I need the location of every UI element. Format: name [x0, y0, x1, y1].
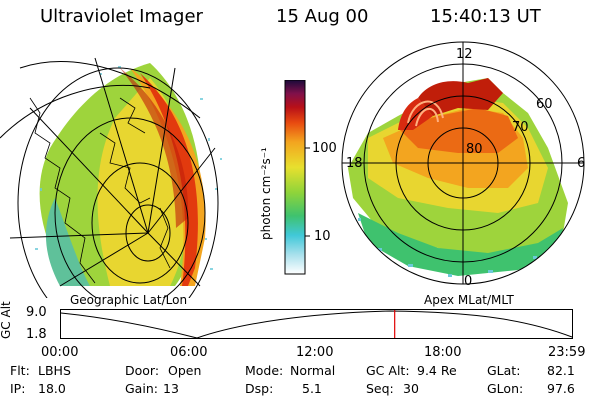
colorbar-unit-label: photon cm⁻²s⁻¹	[259, 147, 273, 240]
orbit-ytick-9: 9.0	[26, 305, 47, 320]
gc-alt-value: 9.4 Re	[417, 363, 457, 378]
apex-polar-image	[341, 41, 585, 285]
ip-label: IP:	[10, 381, 26, 396]
ip-value: 18.0	[38, 381, 66, 396]
mlt-label-0: 0	[464, 274, 473, 289]
seq-field: Seq: 30	[366, 381, 419, 396]
colorbar	[284, 80, 310, 275]
glat-value: 82.1	[547, 363, 575, 378]
door-label: Door:	[125, 363, 160, 378]
geographic-caption: Geographic Lat/Lon	[70, 293, 188, 307]
orbit-xtick-1200: 12:00	[296, 345, 334, 360]
door-field: Door: Open	[125, 363, 201, 378]
mlt-label-12: 12	[456, 47, 473, 62]
orbit-xtick-2359: 23:59	[548, 345, 586, 360]
glat-field: GLat: 82.1	[487, 363, 575, 378]
seq-label: Seq:	[366, 381, 394, 396]
orbit-ytick-1: 1.8	[26, 327, 47, 342]
gc-alt-label: GC Alt:	[366, 363, 410, 378]
colorbar-tick-100: 100	[312, 141, 337, 156]
ip-field: IP: 18.0	[10, 381, 66, 396]
dsp-value: 5.1	[302, 381, 322, 396]
filter-value: LBHS	[38, 363, 71, 378]
colorbar-tick-10: 10	[314, 229, 331, 244]
mode-field: Mode: Normal	[245, 363, 335, 378]
orbit-ylabel: GC Alt	[0, 301, 13, 339]
orbit-plot	[60, 309, 573, 339]
mlt-label-18: 18	[346, 156, 363, 171]
mlat-label-80: 80	[466, 142, 483, 157]
dsp-label: Dsp:	[245, 381, 274, 396]
filter-label: Flt:	[10, 363, 30, 378]
mode-label: Mode:	[245, 363, 284, 378]
orbit-xtick-0000: 00:00	[41, 345, 79, 360]
date-label: 15 Aug 00	[276, 6, 369, 27]
gain-label: Gain:	[125, 381, 158, 396]
gain-field: Gain: 13	[125, 381, 179, 396]
glon-label: GLon:	[487, 381, 524, 396]
geographic-image	[0, 57, 222, 298]
mode-value: Normal	[290, 363, 336, 378]
time-label: 15:40:13 UT	[430, 6, 541, 27]
apex-caption: Apex MLat/MLT	[424, 293, 514, 307]
filter-field: Flt: LBHS	[10, 363, 71, 378]
glon-field: GLon: 97.6	[487, 381, 575, 396]
orbit-xtick-0600: 06:00	[170, 345, 208, 360]
gain-value: 13	[163, 381, 179, 396]
instrument-title: Ultraviolet Imager	[40, 6, 203, 27]
dsp-field: Dsp: 5.1	[245, 381, 322, 396]
mlat-label-60: 60	[536, 97, 553, 112]
glat-label: GLat:	[487, 363, 521, 378]
gc-alt-field: GC Alt: 9.4 Re	[366, 363, 457, 378]
glon-value: 97.6	[547, 381, 575, 396]
orbit-xtick-1800: 18:00	[424, 345, 462, 360]
door-value: Open	[168, 363, 202, 378]
mlt-label-6: 6	[577, 156, 586, 171]
mlat-label-70: 70	[512, 120, 529, 135]
seq-value: 30	[403, 381, 419, 396]
